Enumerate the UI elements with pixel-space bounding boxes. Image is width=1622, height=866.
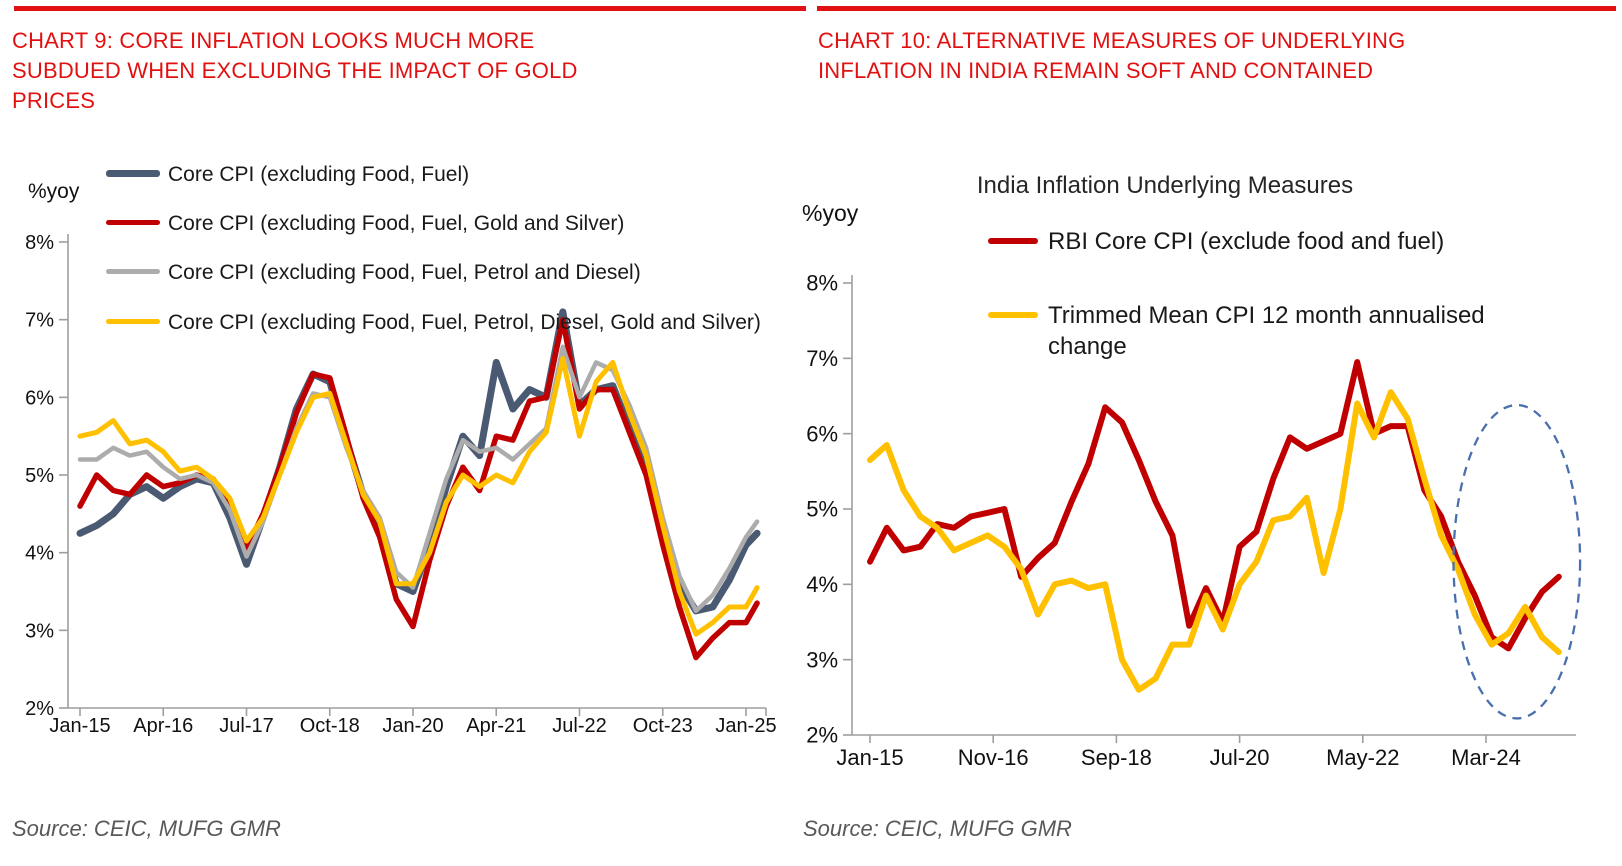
chart9-legend-item-ex-gold-silver: Core CPI (excluding Food, Fuel, Gold and… <box>106 210 808 237</box>
y-tick-label: 8% <box>25 232 54 254</box>
right-title-rule <box>817 6 1616 11</box>
chart10-title: CHART 10: ALTERNATIVE MEASURES OF UNDERL… <box>818 28 1406 83</box>
chart9-y-unit-label: %yoy <box>28 180 80 203</box>
data-line-1 <box>867 359 1562 652</box>
legend-swatch-gray <box>106 269 160 274</box>
x-tick-label: Jul-17 <box>219 715 273 737</box>
x-tick-label: Apr-16 <box>133 715 193 737</box>
data-line-2 <box>867 389 1562 693</box>
legend-label: Trimmed Mean CPI 12 month annualised cha… <box>1048 302 1485 360</box>
highlight-ellipse <box>1452 403 1582 720</box>
legend-swatch-navy <box>106 170 160 177</box>
x-tick-label: Jan-15 <box>836 745 903 770</box>
y-tick-label: 7% <box>25 310 54 332</box>
legend-swatch-yellow <box>106 319 160 324</box>
data-line-4 <box>77 356 760 637</box>
x-tick-label: Jan-25 <box>715 715 776 737</box>
x-tick-label: Sep-18 <box>1081 745 1152 770</box>
y-tick-label: 7% <box>806 346 838 371</box>
legend-label: Core CPI (excluding Food, Fuel, Gold and… <box>168 212 625 235</box>
legend-label: Core CPI (excluding Food, Fuel, Petrol a… <box>168 261 641 284</box>
x-tick-label: Jan-15 <box>49 715 110 737</box>
legend-label: Core CPI (excluding Food, Fuel, Petrol, … <box>168 311 761 334</box>
x-tick-label: Apr-21 <box>466 715 526 737</box>
source-note-left: Source: CEIC, MUFG GMR <box>12 816 281 841</box>
y-tick-label: 4% <box>806 572 838 597</box>
legend-label: Core CPI (excluding Food, Fuel) <box>168 163 470 186</box>
left-title-rule <box>14 6 806 11</box>
x-tick-label: Oct-18 <box>300 715 360 737</box>
chart10-legend-item-rbi-core: RBI Core CPI (exclude food and fuel) <box>988 226 1548 257</box>
chart10-legend-item-trimmed-mean: Trimmed Mean CPI 12 month annualised cha… <box>988 300 1548 362</box>
chart10-y-unit-label: %yoy <box>802 200 859 226</box>
chart9-legend-item-ex-all: Core CPI (excluding Food, Fuel, Petrol, … <box>106 309 808 336</box>
chart9-legend-item-core-cpi: Core CPI (excluding Food, Fuel) <box>106 161 808 188</box>
x-tick-label: Nov-16 <box>958 745 1029 770</box>
chart9-legend-item-ex-petrol-diesel: Core CPI (excluding Food, Fuel, Petrol a… <box>106 259 808 286</box>
source-note-right: Source: CEIC, MUFG GMR <box>803 816 1072 841</box>
x-tick-label: Jul-22 <box>552 715 606 737</box>
legend-label: RBI Core CPI (exclude food and fuel) <box>1048 228 1445 255</box>
x-tick-label: Jul-20 <box>1210 745 1270 770</box>
chart10-inner-title: India Inflation Underlying Measures <box>976 172 1354 199</box>
x-tick-label: May-22 <box>1326 745 1399 770</box>
legend-swatch-red <box>106 220 160 225</box>
legend-swatch-red <box>988 238 1038 244</box>
y-tick-label: 5% <box>25 465 54 487</box>
y-tick-label: 3% <box>25 620 54 642</box>
y-tick-label: 3% <box>806 647 838 672</box>
y-tick-label: 8% <box>806 271 838 296</box>
y-tick-label: 5% <box>806 497 838 522</box>
x-tick-label: Mar-24 <box>1451 745 1521 770</box>
y-tick-label: 6% <box>806 421 838 446</box>
y-tick-label: 2% <box>806 723 838 748</box>
y-tick-label: 6% <box>25 387 54 409</box>
x-tick-label: Jan-20 <box>382 715 443 737</box>
legend-swatch-yellow <box>988 312 1038 318</box>
y-tick-label: 4% <box>25 543 54 565</box>
chart9-title: CHART 9: CORE INFLATION LOOKS MUCH MORE … <box>12 28 578 113</box>
x-tick-label: Oct-23 <box>633 715 693 737</box>
y-tick-label: 2% <box>25 698 54 720</box>
